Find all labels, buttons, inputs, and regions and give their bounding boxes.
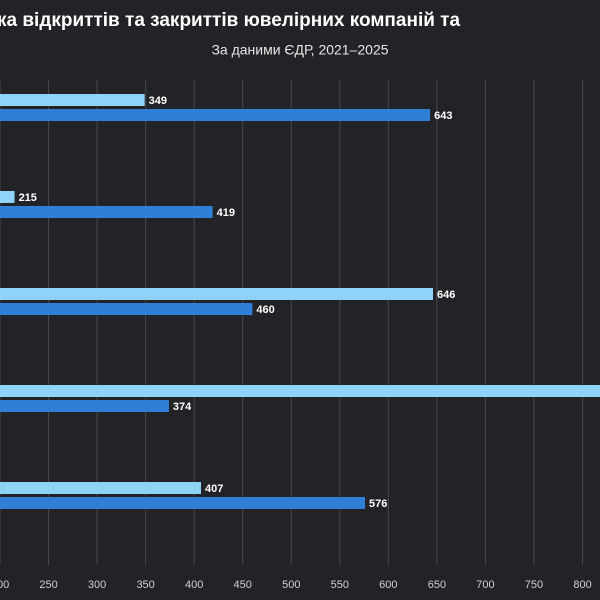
chart-subtitle: За даними ЄДР, 2021–2025 [211, 42, 388, 58]
x-tick-label: 600 [379, 579, 397, 591]
x-tick-label: 550 [331, 579, 349, 591]
bar [0, 385, 600, 397]
x-tick-label: 500 [282, 579, 300, 591]
value-label: 374 [173, 401, 192, 413]
x-tick-label: 800 [573, 579, 591, 591]
bar [0, 303, 253, 315]
value-label: 407 [205, 483, 223, 495]
value-label: 576 [369, 498, 387, 510]
bar [0, 400, 169, 412]
x-tick-label: 650 [428, 579, 446, 591]
x-tick-label: 700 [476, 579, 494, 591]
chart-title: ка відкриттів та закриттів ювелірних ком… [0, 10, 460, 31]
bar [0, 109, 431, 121]
bar [0, 497, 366, 509]
bar [0, 206, 213, 218]
x-tick-label: 250 [39, 579, 57, 591]
bar [0, 482, 201, 494]
bar [0, 94, 145, 106]
x-tick-label: 450 [234, 579, 252, 591]
x-tick-label: 750 [525, 579, 543, 591]
value-label: 643 [434, 110, 452, 122]
value-label: 419 [217, 207, 235, 219]
value-label: 215 [19, 192, 37, 204]
value-label: 349 [149, 95, 167, 107]
bar [0, 191, 15, 203]
x-tick-label: 350 [136, 579, 154, 591]
x-tick-label: 300 [88, 579, 106, 591]
value-label: 460 [256, 304, 274, 316]
x-tick-label: 400 [185, 579, 203, 591]
bar [0, 288, 434, 300]
value-label: 646 [437, 289, 455, 301]
x-tick-label: 200 [0, 579, 9, 591]
